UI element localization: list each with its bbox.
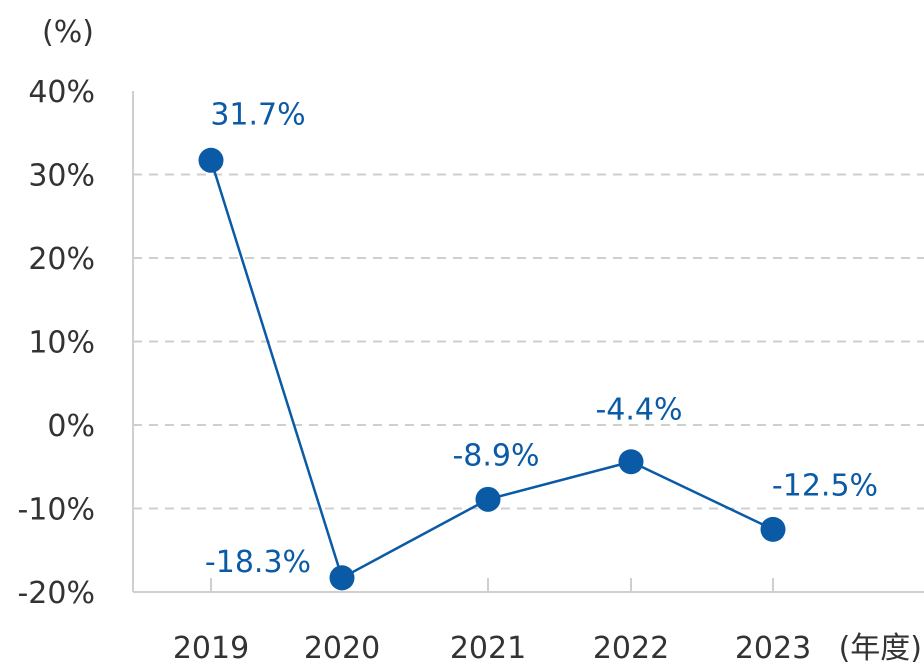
x-tick-label: 2019 [173,631,249,666]
x-axis-unit-label: (年度) [839,631,922,666]
y-tick-label: 10% [28,326,95,361]
y-tick-label: -20% [17,576,95,611]
series [198,147,786,591]
y-tick-label: 30% [28,159,95,194]
gridlines [133,173,924,510]
data-point [329,565,355,591]
x-tick-label: 2022 [593,631,669,666]
data-labels: 31.7% -18.3% -8.9% -4.4% -12.5% [205,97,878,580]
data-label: 31.7% [210,97,305,132]
x-tick-label: 2023 [735,631,811,666]
y-tick-label: 20% [28,242,95,277]
data-point [618,449,644,475]
y-tick-label: 40% [28,75,95,110]
y-tick-label: 0% [47,409,95,444]
x-tick-labels: 2019 2020 2021 2022 2023 [173,631,811,666]
data-point [760,516,786,542]
y-tick-labels: 40% 30% 20% 10% 0% -10% -20% [17,75,95,611]
y-axis-unit-label: (%) [42,15,94,50]
data-label: -8.9% [452,438,539,473]
data-label: -18.3% [205,545,311,580]
y-tick-label: -10% [17,493,95,528]
x-tick-label: 2020 [304,631,380,666]
series-line [209,159,774,580]
axes [132,91,924,593]
data-point [475,486,501,512]
data-label: -12.5% [772,468,878,503]
x-tick-label: 2021 [450,631,526,666]
data-point [198,147,224,173]
data-label: -4.4% [595,393,682,428]
